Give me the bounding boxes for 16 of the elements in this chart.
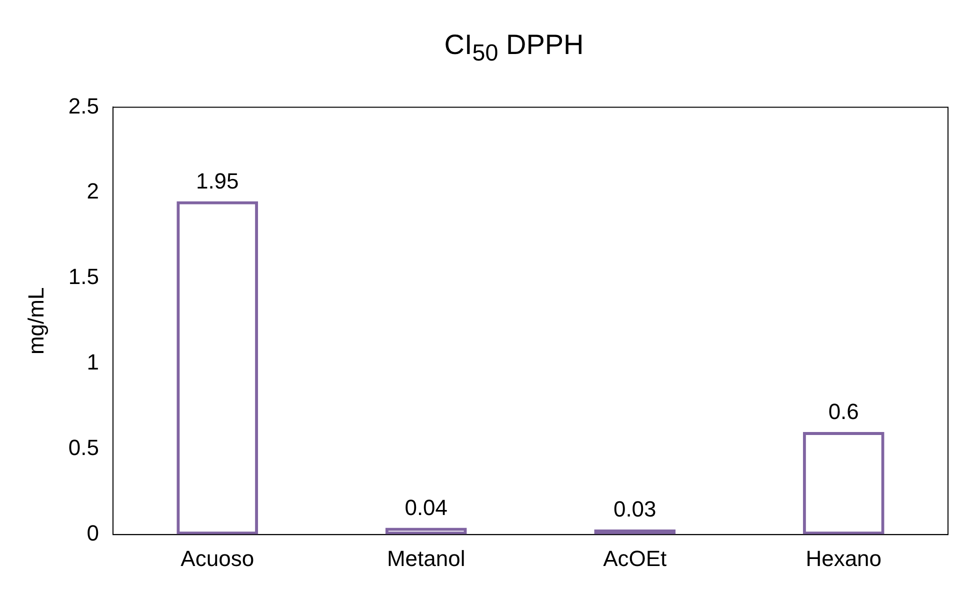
y-tick-label: 0 <box>86 520 99 546</box>
data-label: 0.6 <box>828 399 859 424</box>
data-label: 0.03 <box>613 496 656 522</box>
y-axis-title: mg/mL <box>23 287 48 355</box>
x-tick-label: AcOEt <box>603 546 667 571</box>
x-tick-label: Metanol <box>386 546 466 571</box>
y-tick-label: 0.5 <box>68 435 99 460</box>
y-tick-label: 2 <box>86 178 99 204</box>
y-tick-label: 2.5 <box>68 93 99 118</box>
x-tick-label: Hexano <box>806 546 882 571</box>
x-tick-label: Acuoso <box>180 546 254 571</box>
y-tick-label: 1.5 <box>68 264 99 290</box>
chart-title: CI$_{50}$ DPPH <box>443 28 585 68</box>
y-tick-label: 1 <box>86 350 99 375</box>
data-label: 1.95 <box>196 168 239 194</box>
data-label: 0.04 <box>404 494 448 520</box>
